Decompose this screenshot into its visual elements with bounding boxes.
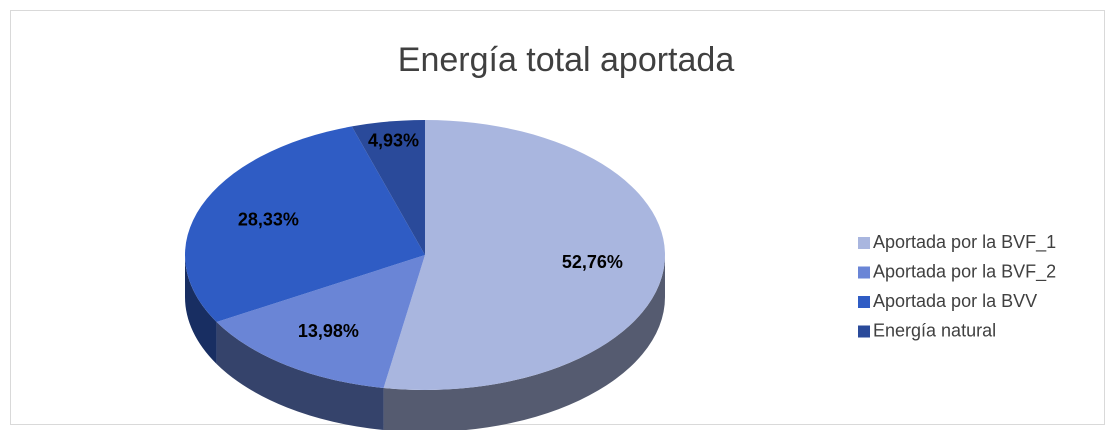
legend-label: Aportada por la BVV [873, 291, 1037, 311]
legend-label: Energía natural [873, 320, 996, 340]
pie-slice [383, 120, 665, 390]
pie-slice-side [216, 321, 384, 430]
legend-swatch [858, 296, 870, 308]
legend-swatch [858, 237, 870, 249]
chart-title: Energía total aportada [398, 41, 735, 79]
legend-swatch [858, 266, 870, 279]
data-label: 13,98% [298, 321, 359, 341]
pie-slice [216, 255, 425, 388]
data-label: 52,76% [562, 252, 623, 272]
legend-label: Aportada por la BVF_2 [873, 261, 1056, 282]
pie-slice-side [383, 255, 665, 433]
data-label: 28,33% [238, 209, 299, 229]
legend-label: Aportada por la BVF_1 [873, 232, 1056, 253]
pie-slice-side [185, 255, 217, 364]
legend-swatch [858, 325, 870, 338]
pie-slice [351, 120, 425, 255]
pie-slice [184, 126, 425, 322]
data-label: 4,93% [368, 130, 419, 150]
